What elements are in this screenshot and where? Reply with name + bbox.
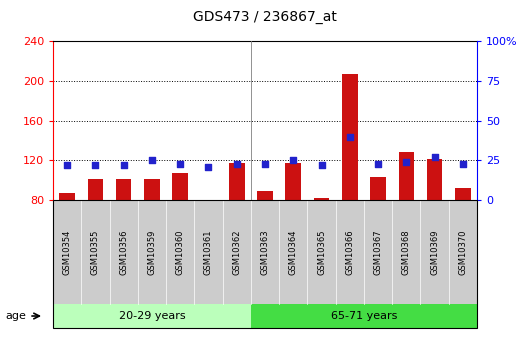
Point — [430, 155, 439, 160]
Text: GSM10363: GSM10363 — [261, 229, 269, 275]
Bar — [144, 179, 160, 200]
Text: GSM10368: GSM10368 — [402, 229, 411, 275]
Text: 65-71 years: 65-71 years — [331, 311, 397, 321]
Point — [289, 158, 297, 163]
Text: GSM10362: GSM10362 — [232, 229, 241, 275]
Point — [458, 161, 467, 166]
Bar — [314, 198, 329, 200]
Text: GDS473 / 236867_at: GDS473 / 236867_at — [193, 10, 337, 24]
Point — [346, 134, 354, 139]
Text: GSM10365: GSM10365 — [317, 229, 326, 275]
Point — [91, 162, 100, 168]
Text: GSM10355: GSM10355 — [91, 229, 100, 275]
Point — [204, 164, 213, 169]
Bar — [455, 188, 471, 200]
Point — [119, 162, 128, 168]
Text: GSM10360: GSM10360 — [176, 229, 184, 275]
Text: GSM10366: GSM10366 — [346, 229, 354, 275]
Point — [261, 161, 269, 166]
Point — [233, 161, 241, 166]
Bar — [257, 191, 273, 200]
Text: GSM10364: GSM10364 — [289, 229, 298, 275]
Point — [176, 161, 184, 166]
Bar — [172, 173, 188, 200]
Bar — [87, 179, 103, 200]
Point — [63, 162, 72, 168]
Point — [402, 159, 411, 165]
Bar — [342, 74, 358, 200]
Text: GSM10359: GSM10359 — [147, 229, 156, 275]
Point — [374, 161, 382, 166]
Text: GSM10361: GSM10361 — [204, 229, 213, 275]
Point — [317, 162, 326, 168]
Bar — [229, 164, 244, 200]
Text: GSM10369: GSM10369 — [430, 229, 439, 275]
Text: GSM10354: GSM10354 — [63, 229, 72, 275]
Bar — [399, 152, 414, 200]
Text: GSM10356: GSM10356 — [119, 229, 128, 275]
Bar — [59, 193, 75, 200]
Text: 20-29 years: 20-29 years — [119, 311, 186, 321]
Point — [148, 158, 156, 163]
Text: ■: ■ — [56, 344, 67, 345]
Bar — [370, 177, 386, 200]
Bar — [427, 159, 443, 200]
Text: age: age — [5, 311, 26, 321]
Bar — [286, 164, 301, 200]
Text: GSM10367: GSM10367 — [374, 229, 383, 275]
Text: GSM10370: GSM10370 — [458, 229, 467, 275]
Bar — [116, 179, 131, 200]
